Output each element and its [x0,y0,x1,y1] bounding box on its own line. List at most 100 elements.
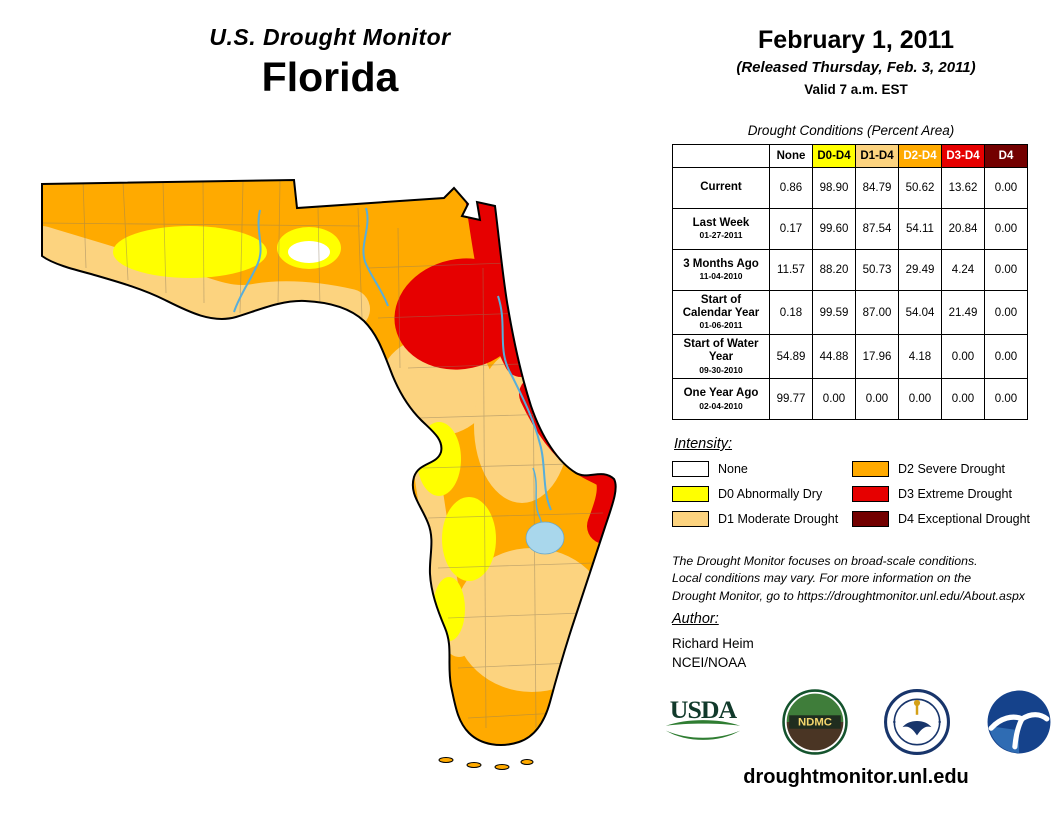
table-value-cell: 0.00 [941,334,985,380]
table-value-cell: 88.20 [812,249,856,291]
column-header-d3-d4: D3-D4 [941,144,985,168]
table-value-cell: 0.18 [769,289,813,336]
table-value-cell: 99.60 [812,208,856,250]
valid-time: Valid 7 a.m. EST [804,82,908,97]
table-value-cell: 0.00 [984,249,1028,291]
usda-logo-icon: USDA [665,695,741,740]
table-row: Start of Calendar Year 01-06-2011 0.18 99.5… [672,289,1028,336]
program-title: U.S. Drought Monitor [209,24,451,50]
site-url: droughtmonitor.unl.edu [743,766,969,788]
region-d0-sarasota [442,497,496,581]
disclaimer-line-3: Drought Monitor, go to https://droughtmo… [672,588,1025,603]
st-johns-river [497,295,552,511]
lake-okeechobee [525,521,565,555]
legend-item-d3: D3 Extreme Drought [852,486,1030,502]
author-name: Richard Heim [672,636,754,651]
legend-swatch [852,486,889,502]
row-label: Start of Calendar Year 01-06-2011 [672,289,770,336]
regions-d0-dry [113,226,496,641]
legend-item-none: None [672,461,852,477]
noaa-seal-icon [987,690,1051,754]
table-value-cell: 0.00 [984,334,1028,380]
table-value-cell: 17.96 [855,334,899,380]
date-block: February 1, 2011 (Released Thursday, Feb… [660,26,1052,97]
table-caption: Drought Conditions (Percent Area) [747,123,955,138]
disclaimer-text: The Drought Monitor focuses on broad-sca… [672,553,1052,605]
legend-swatch [672,511,709,527]
table-value-cell: 0.00 [984,289,1028,336]
usda-logo-text: USDA [670,695,738,724]
state-border [41,178,617,746]
column-header-d2-d4: D2-D4 [898,144,942,168]
legend-swatch [852,511,889,527]
table-value-cell: 84.79 [855,167,899,209]
title-block: U.S. Drought Monitor Florida [90,24,570,101]
table-row: Last Week 01-27-2011 0.17 99.60 87.54 54.11 20… [672,208,1028,250]
table-value-cell: 29.49 [898,249,942,291]
table-value-cell: 0.00 [984,208,1028,250]
table-value-cell: 99.59 [812,289,856,336]
table-value-cell: 50.73 [855,249,899,291]
table-value-cell: 54.11 [898,208,942,250]
disclaimer-line-2: Local conditions may vary. For more info… [672,571,972,586]
legend-swatch [672,486,709,502]
table-value-cell: 87.54 [855,208,899,250]
region-d0-panhandle [113,226,267,278]
table-row: Current 0.86 98.90 84.79 50.62 13.62 0.00 [672,167,1028,209]
column-header-d0-d4: D0-D4 [812,144,856,168]
row-label: Current [672,167,770,209]
table-value-cell: 87.00 [855,289,899,336]
legend-label: None [718,462,748,476]
logo-row: USDA NDMC [660,684,1052,760]
disclaimer-line-1: The Drought Monitor focuses on broad-sca… [672,554,978,568]
legend-column-left: None D0 Abnormally Dry D1 Moderate Drought [672,461,852,527]
legend-item-d2: D2 Severe Drought [852,461,1030,477]
regions-d1-moderate [42,226,610,692]
table-value-cell: 50.62 [898,167,942,209]
table-value-cell: 0.00 [984,378,1028,421]
table-value-cell: 13.62 [941,167,985,209]
commerce-seal-icon [884,689,950,755]
suwannee-river [362,207,389,307]
florida-drought-map [41,178,617,770]
legend-swatch [852,461,889,477]
legend-label: D1 Moderate Drought [718,512,839,526]
intensity-legend: None D0 Abnormally Dry D1 Moderate Drought… [672,461,1044,527]
table-value-cell: 4.24 [941,249,985,291]
table-row: 3 Months Ago 11-04-2010 11.57 88.20 50.73 29.… [672,249,1028,291]
table-value-cell: 99.77 [769,378,813,421]
table-value-cell: 44.88 [812,334,856,380]
row-label: 3 Months Ago 11-04-2010 [672,249,770,291]
map-container [28,168,628,778]
table-value-cell: 98.90 [812,167,856,209]
row-label: Start of Water Year 09-30-2010 [672,334,770,380]
author-heading: Author: [672,611,719,627]
legend-item-d0: D0 Abnormally Dry [672,486,852,502]
legend-label: D2 Severe Drought [898,462,1006,476]
table-value-cell: 0.86 [769,167,813,209]
table-value-cell: 54.04 [898,289,942,336]
kissimmee-river [532,467,543,525]
table-value-cell: 0.00 [812,378,856,421]
table-value-cell: 0.00 [941,378,985,421]
table-value-cell: 21.49 [941,289,985,336]
apalachicola-river [233,209,262,313]
row-label: Last Week 01-27-2011 [672,208,770,250]
table-value-cell: 0.00 [984,167,1028,209]
table-header-row: None D0-D4 D1-D4 D2-D4 D3-D4 D4 [672,144,1028,168]
column-header-none: None [769,144,813,168]
legend-label: D4 Exceptional Drought [898,512,1031,526]
legend-label: D0 Abnormally Dry [718,487,823,501]
ndmc-logo-text: NDMC [798,717,832,729]
table-corner-cell [672,144,770,168]
table-value-cell: 4.18 [898,334,942,380]
legend-column-right: D2 Severe Drought D3 Extreme Drought D4 Ex… [852,461,1030,527]
column-header-d1-d4: D1-D4 [855,144,899,168]
legend-label: D3 Extreme Drought [898,487,1012,501]
florida-keys [438,757,534,770]
table-value-cell: 11.57 [769,249,813,291]
table-value-cell: 54.89 [769,334,813,380]
region-none-panhandle [288,241,330,263]
region-d0-tampa [417,422,461,496]
table-value-cell: 20.84 [941,208,985,250]
